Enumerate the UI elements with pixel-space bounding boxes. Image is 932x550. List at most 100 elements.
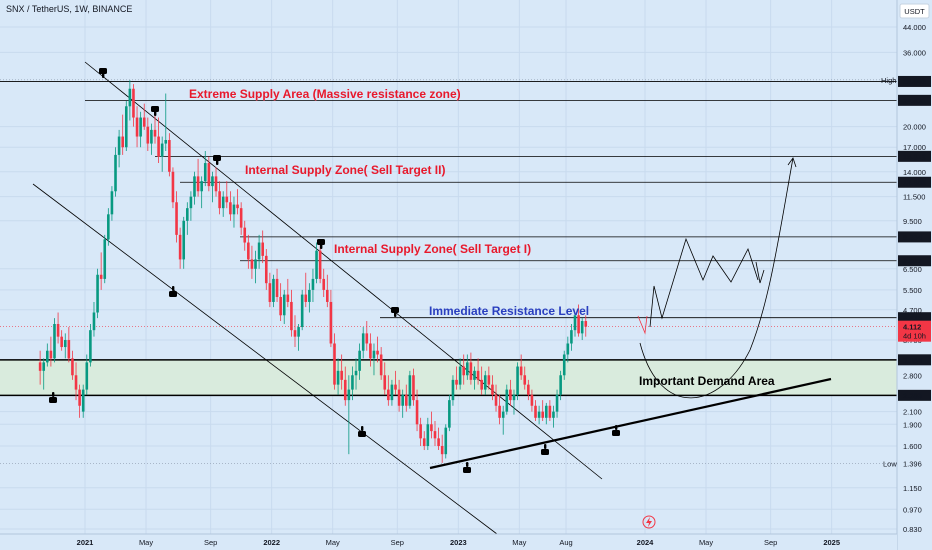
candle-body-125: [530, 394, 534, 406]
candle-body-120: [512, 394, 516, 401]
curve-projection: [639, 157, 794, 399]
price-tick-label: 5.500: [903, 286, 922, 295]
candle-body-122: [519, 366, 523, 376]
hand-palm: [213, 155, 221, 161]
candle-body-121: [516, 366, 519, 395]
time-tick-label: 2021: [77, 538, 94, 547]
candle-body-85: [387, 389, 390, 401]
pointer-hand-icon: [463, 462, 471, 473]
candle-body-5: [99, 274, 103, 279]
price-tick-label: 36.000: [903, 48, 926, 57]
candle-body-70: [333, 343, 336, 385]
candle-body-134: [562, 354, 566, 376]
hand-palm: [463, 467, 471, 473]
candle-body-102: [448, 400, 451, 428]
candle-body-41: [229, 202, 232, 215]
candle-body-52: [268, 283, 272, 302]
hand-finger: [52, 392, 55, 397]
price-tick-label: 1.150: [903, 484, 922, 493]
candle-body-87: [394, 384, 397, 390]
candle-body-57: [286, 294, 290, 302]
price-tick-label: 20.000: [903, 123, 926, 132]
price-tick-label: 17.000: [903, 143, 926, 152]
candle-body-73: [343, 379, 347, 401]
candle-body-105: [458, 366, 462, 385]
candle-body-34: [203, 163, 207, 182]
time-tick-label: Aug: [559, 538, 572, 547]
price-level-box: [898, 75, 931, 87]
pre-candle-body-7: [63, 340, 67, 348]
time-axis-labels: 2021 May Sep 2022 May Sep 2023 May Aug 2024 May Sep…: [77, 538, 840, 547]
candle-body-8: [110, 191, 114, 215]
candle-body-21: [157, 136, 160, 157]
currency-badge[interactable]: USDT: [899, 3, 930, 19]
candle-body-81: [372, 350, 376, 359]
pre-candle-body-10: [74, 375, 78, 390]
candle-body-62: [304, 294, 308, 302]
candle-body-68: [326, 289, 329, 302]
candles: [38, 80, 588, 463]
time-axis-panel[interactable]: [0, 534, 897, 550]
pointer-hand-icon: [213, 155, 221, 165]
candle-body-55: [279, 296, 282, 316]
candle-body-114: [491, 384, 494, 395]
candle-body-32: [196, 176, 200, 192]
candle-body-27: [178, 234, 182, 260]
candle-body-4: [96, 274, 99, 313]
candle-body-51: [264, 255, 268, 284]
price-tick-label: 11.500: [903, 193, 925, 202]
symbol-title: SNX / TetherUS, 1W, BINANCE: [6, 4, 133, 14]
candle-body-53: [272, 278, 275, 302]
hand-finger: [320, 244, 323, 249]
price-tick-label: 1.900: [903, 420, 922, 429]
price-level-box: [898, 94, 931, 106]
candle-body-84: [383, 375, 387, 390]
candle-body-108: [469, 362, 473, 380]
time-tick-label: 2022: [263, 538, 280, 547]
candle-body-140: [584, 321, 588, 327]
candle-body-17: [142, 117, 146, 127]
candle-body-29: [186, 208, 189, 221]
price-level-label: 24.631: [903, 96, 926, 105]
time-tick-label: 2024: [637, 538, 655, 547]
pointer-hand-icon: [358, 426, 366, 437]
zigzag-arrowhead: [755, 261, 765, 284]
price-level-label: 4.415: [903, 314, 922, 323]
price-axis-panel[interactable]: [897, 0, 932, 550]
pre-candle-body-8: [67, 340, 71, 359]
candle-body-71: [336, 370, 340, 385]
candle-body-75: [351, 375, 354, 390]
channel-upper-line: [84, 61, 603, 480]
candle-body-69: [329, 301, 333, 344]
projection-paths: [637, 157, 797, 399]
event-icon[interactable]: [642, 515, 656, 529]
candle-body-46: [247, 242, 250, 260]
candle-body-116: [498, 405, 501, 418]
candle-body-104: [455, 379, 458, 385]
price-tick-label: 44.000: [903, 23, 926, 32]
candle-body-93: [415, 400, 419, 425]
candle-body-30: [189, 196, 193, 209]
price-tick-label: 0.830: [903, 525, 922, 534]
price-level-label: 2.389: [903, 391, 922, 400]
price-level-label: 15.818: [903, 152, 926, 161]
channel-lower-line: [32, 183, 498, 535]
candle-body-78: [361, 333, 365, 351]
candle-body-42: [232, 204, 236, 215]
candle-body-103: [451, 379, 455, 401]
candle-body-13: [128, 88, 132, 107]
candle-body-7: [107, 214, 110, 240]
candle-body-110: [476, 370, 480, 380]
hand-palm: [151, 106, 159, 112]
annotation-sell-target-2: Internal Supply Zone( Sell Target II): [245, 163, 445, 177]
candle-body-82: [376, 350, 379, 355]
candle-body-72: [340, 370, 343, 380]
hand-palm: [541, 449, 549, 455]
pointer-hand-icon: [99, 68, 107, 78]
pre-candle-body-4: [53, 324, 56, 359]
price-level-box: [898, 231, 931, 243]
time-tick-label: 2023: [450, 538, 467, 547]
candle-body-3: [92, 312, 96, 331]
candle-body-0: [81, 389, 85, 412]
